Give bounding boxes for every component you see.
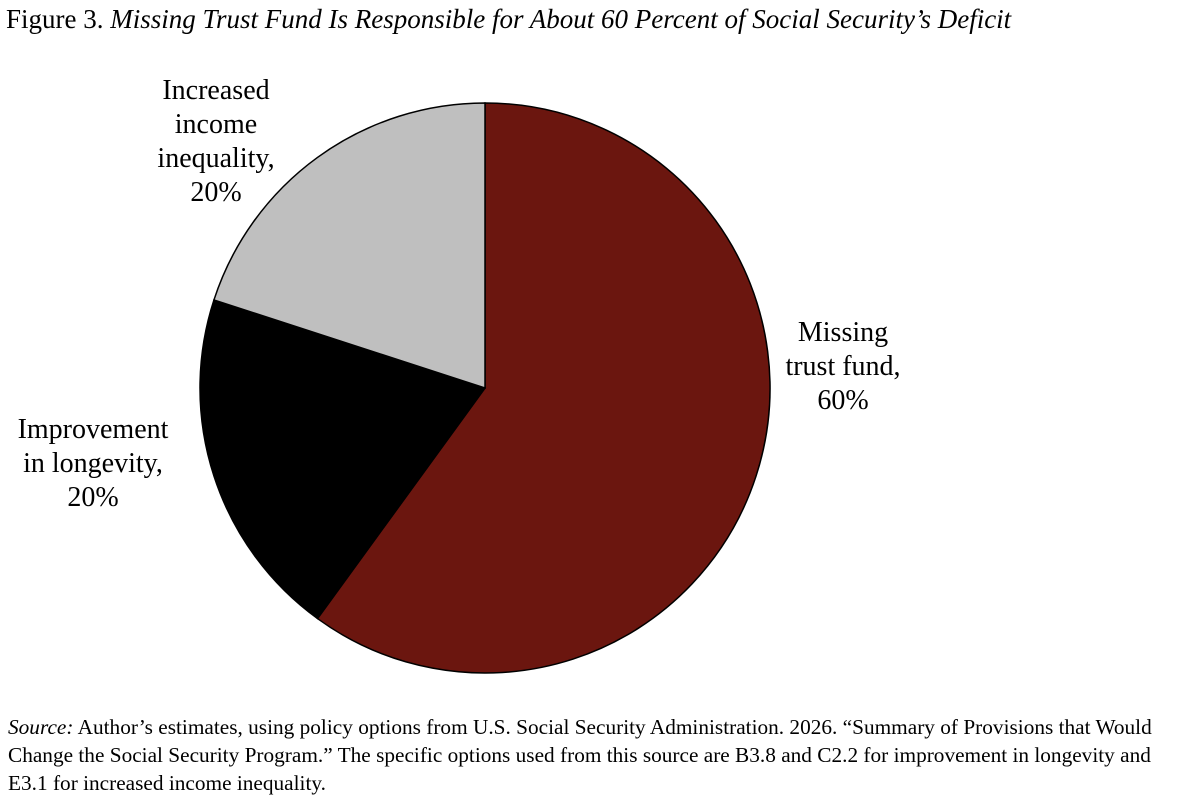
figure-title-text: Missing Trust Fund Is Responsible for Ab… [110,4,1012,34]
source-label: Source: [8,715,74,739]
pie-slice-missing-trust-fund [316,102,771,674]
pie-slice-increased-income-inequality [213,102,486,390]
figure-number: Figure 3. [6,4,104,34]
label-improvement-in-longevity: Improvement in longevity, 20% [17,414,169,513]
source-text: Author’s estimates, using policy options… [8,715,1152,795]
pie-slice-improvement-in-longevity [199,298,487,620]
label-missing-trust-fund: Missing trust fund, 60% [785,317,901,416]
figure-title: Figure 3. Missing Trust Fund Is Responsi… [6,2,1011,36]
pie-slices [199,102,771,674]
source-note: Source: Author’s estimates, using policy… [8,713,1194,797]
label-increased-income-inequality: Increased income inequality, 20% [157,75,275,208]
